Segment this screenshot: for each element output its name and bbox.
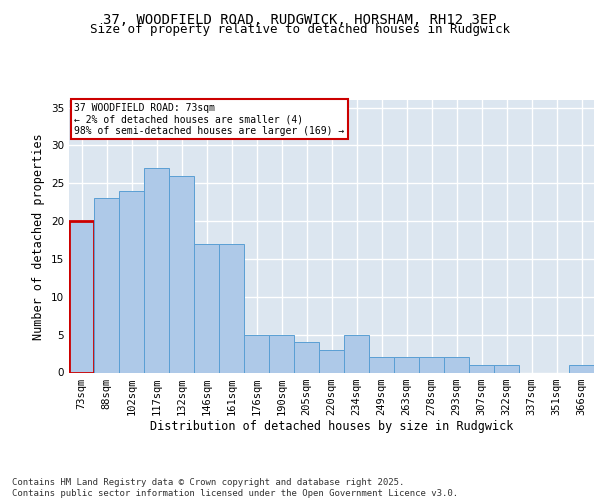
Bar bbox=[469, 365, 494, 372]
Bar bbox=[444, 358, 469, 372]
Text: Size of property relative to detached houses in Rudgwick: Size of property relative to detached ho… bbox=[90, 22, 510, 36]
Bar bbox=[344, 334, 369, 372]
Bar bbox=[394, 358, 419, 372]
Bar bbox=[244, 334, 269, 372]
Text: Contains HM Land Registry data © Crown copyright and database right 2025.
Contai: Contains HM Land Registry data © Crown c… bbox=[12, 478, 458, 498]
Bar bbox=[144, 168, 169, 372]
Bar bbox=[69, 221, 94, 372]
Bar bbox=[494, 365, 519, 372]
Bar bbox=[194, 244, 219, 372]
Bar bbox=[419, 358, 444, 372]
Text: 37, WOODFIELD ROAD, RUDGWICK, HORSHAM, RH12 3EP: 37, WOODFIELD ROAD, RUDGWICK, HORSHAM, R… bbox=[103, 12, 497, 26]
Bar bbox=[369, 358, 394, 372]
Bar bbox=[119, 191, 144, 372]
Bar bbox=[269, 334, 294, 372]
Y-axis label: Number of detached properties: Number of detached properties bbox=[32, 133, 46, 340]
Bar bbox=[569, 365, 594, 372]
Bar bbox=[319, 350, 344, 372]
Bar bbox=[169, 176, 194, 372]
Bar bbox=[219, 244, 244, 372]
Bar bbox=[94, 198, 119, 372]
X-axis label: Distribution of detached houses by size in Rudgwick: Distribution of detached houses by size … bbox=[150, 420, 513, 434]
Bar bbox=[294, 342, 319, 372]
Text: 37 WOODFIELD ROAD: 73sqm
← 2% of detached houses are smaller (4)
98% of semi-det: 37 WOODFIELD ROAD: 73sqm ← 2% of detache… bbox=[74, 102, 344, 136]
